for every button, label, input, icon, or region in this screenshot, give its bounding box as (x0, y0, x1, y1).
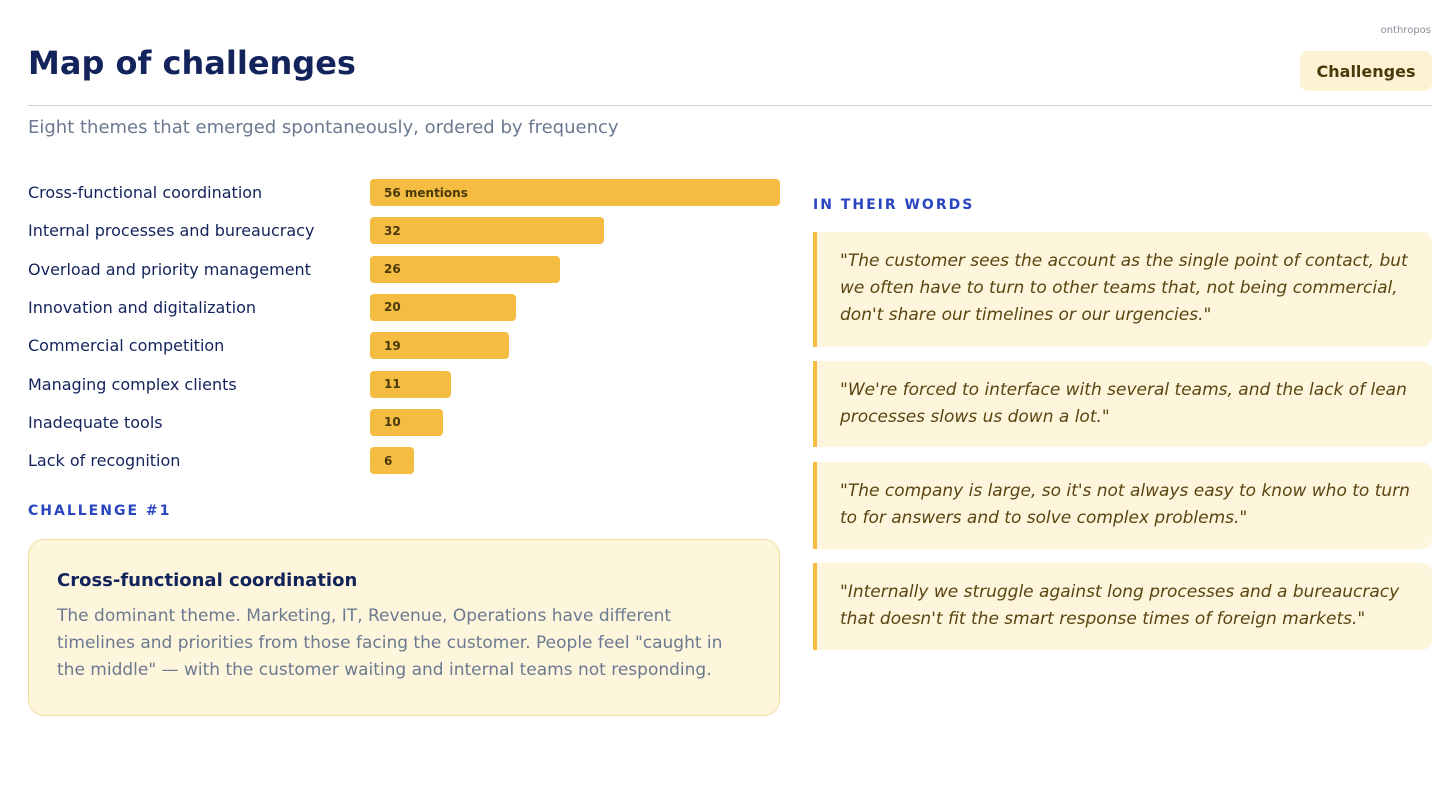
section-tag[interactable]: Challenges (1300, 51, 1432, 91)
value-label: 20 (384, 300, 401, 315)
page-title: Map of challenges (28, 44, 356, 82)
bar (370, 408, 444, 436)
value-label: 26 (384, 262, 401, 277)
value-label: 56 mentions (384, 185, 468, 200)
bar (370, 217, 605, 245)
brand: onthropos (1380, 25, 1431, 36)
category-label: Lack of recognition (28, 451, 181, 471)
category-label: Internal processes and bureaucracy (28, 221, 315, 241)
bar (370, 293, 517, 321)
bar (370, 447, 414, 475)
quote: "Internally we struggle against long pro… (813, 563, 1432, 650)
divider (28, 105, 1432, 106)
section-label: IN THEIR WORDS (813, 197, 975, 213)
subtitle: Eight themes that emerged spontaneously,… (28, 117, 619, 138)
quote: "The company is large, so it's not alway… (813, 462, 1432, 549)
card-text: The dominant theme. Marketing, IT, Reven… (57, 606, 723, 680)
value-label: 6 (384, 453, 393, 468)
category-label: Overload and priority management (28, 259, 311, 279)
bar (370, 179, 780, 206)
highlight-card: Cross-functional coordination The domina… (28, 539, 780, 716)
bar (370, 255, 561, 283)
category-label: Innovation and digitalization (28, 297, 257, 317)
bar (370, 332, 510, 360)
category-label: Managing complex clients (28, 374, 237, 394)
section-label: CHALLENGE #1 (28, 503, 172, 519)
category-label: Inadequate tools (28, 412, 163, 432)
value-label: 10 (384, 415, 401, 430)
category-label: Commercial competition (28, 336, 225, 356)
value-label: 11 (384, 377, 401, 391)
value-label: 19 (384, 338, 401, 353)
quote: "The customer sees the account as the si… (813, 232, 1432, 347)
category-label: Cross-functional coordination (28, 183, 263, 202)
card-title: Cross-functional coordination (57, 570, 358, 591)
quote: "We're forced to interface with several … (813, 361, 1432, 447)
bar (370, 370, 451, 398)
value-label: 32 (384, 223, 401, 238)
